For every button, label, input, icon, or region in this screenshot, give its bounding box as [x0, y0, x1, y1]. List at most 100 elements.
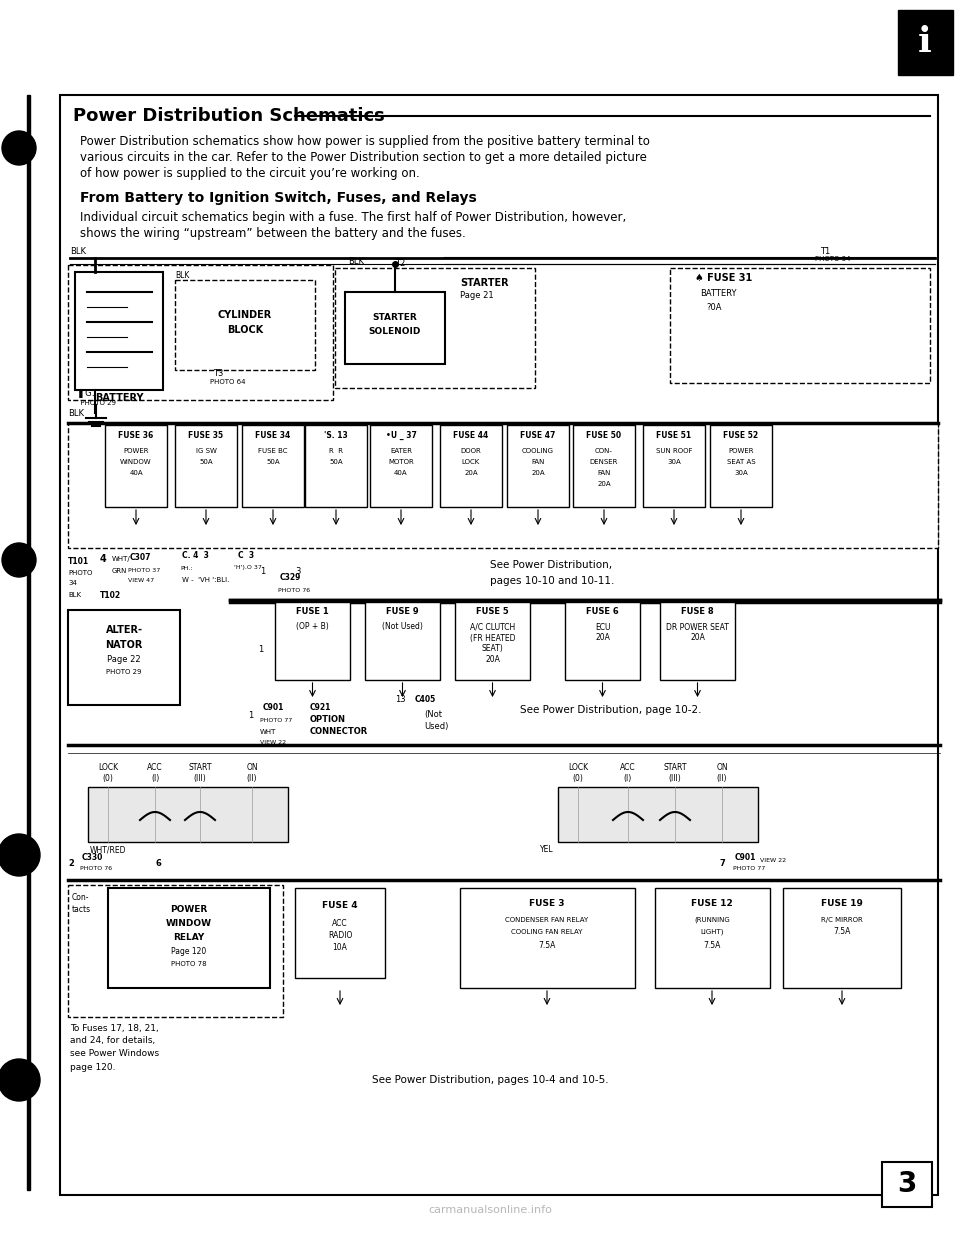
Text: 20A: 20A — [465, 469, 478, 476]
Text: VIEW 22: VIEW 22 — [260, 740, 286, 745]
Bar — [655, 888, 770, 987]
Text: ACC: ACC — [332, 919, 348, 929]
Text: various circuits in the car. Refer to the Power Distribution section to get a mo: various circuits in the car. Refer to th… — [80, 152, 647, 164]
Text: of how power is supplied to the circuit you’re working on.: of how power is supplied to the circuit … — [80, 168, 420, 180]
Text: BATTERY: BATTERY — [700, 289, 736, 298]
Text: tacts: tacts — [72, 904, 91, 914]
Text: 20A: 20A — [597, 481, 611, 487]
Text: 1: 1 — [258, 646, 263, 655]
Bar — [175, 279, 315, 370]
Text: BLOCK: BLOCK — [227, 325, 263, 335]
Text: T102: T102 — [100, 591, 121, 600]
Text: DENSER: DENSER — [589, 460, 618, 465]
Text: C901: C901 — [263, 703, 284, 713]
Text: LIGHT): LIGHT) — [700, 929, 724, 935]
Bar — [305, 425, 367, 507]
Text: 7.5A: 7.5A — [833, 928, 851, 936]
Circle shape — [0, 1059, 40, 1100]
Text: see Power Windows: see Power Windows — [70, 1049, 159, 1058]
Bar — [565, 602, 640, 681]
Text: ON: ON — [716, 763, 728, 771]
Text: LOCK: LOCK — [568, 763, 588, 771]
Bar — [710, 425, 772, 507]
Text: NATOR: NATOR — [106, 640, 143, 650]
Text: PHOTO 76: PHOTO 76 — [278, 587, 310, 592]
Text: FUSE 44: FUSE 44 — [453, 431, 489, 440]
Text: C901: C901 — [735, 852, 756, 862]
Bar — [105, 425, 167, 507]
Text: To Fuses 17, 18, 21,: To Fuses 17, 18, 21, — [70, 1023, 158, 1032]
Text: T2: T2 — [395, 258, 405, 267]
Bar — [230, 600, 940, 602]
Text: OPTION: OPTION — [310, 715, 346, 724]
Text: FUSE 51: FUSE 51 — [657, 431, 691, 440]
Bar — [882, 1163, 932, 1207]
Text: PHOTO 37: PHOTO 37 — [128, 568, 160, 573]
Text: CONDENSER FAN RELAY: CONDENSER FAN RELAY — [505, 917, 588, 923]
Text: Page 120: Page 120 — [172, 948, 206, 956]
Text: R  R: R R — [329, 448, 343, 455]
Text: (RUNNING: (RUNNING — [694, 917, 730, 923]
Text: 4: 4 — [100, 554, 107, 564]
Text: PHOTO 34: PHOTO 34 — [815, 256, 851, 262]
Bar — [108, 888, 270, 987]
Text: i: i — [918, 25, 932, 60]
Bar — [345, 292, 445, 364]
Text: 30A: 30A — [667, 460, 681, 465]
Text: Page 22: Page 22 — [108, 656, 141, 664]
Text: COOLING FAN RELAY: COOLING FAN RELAY — [512, 929, 583, 935]
Text: ▐ G1: ▐ G1 — [76, 389, 97, 397]
Text: FUSE 8: FUSE 8 — [682, 607, 714, 616]
Text: FAN: FAN — [597, 469, 611, 476]
Text: ♠ FUSE 31: ♠ FUSE 31 — [695, 273, 753, 283]
Text: ?0A: ?0A — [706, 303, 722, 313]
Text: (0): (0) — [103, 774, 113, 782]
Text: pages 10-10 and 10-11.: pages 10-10 and 10-11. — [490, 576, 614, 586]
Text: ACC: ACC — [147, 763, 163, 771]
Text: 20A: 20A — [485, 656, 500, 664]
Text: (0): (0) — [572, 774, 584, 782]
Text: BLK: BLK — [348, 257, 364, 267]
Text: BATTERY: BATTERY — [95, 392, 143, 402]
Text: DOOR: DOOR — [461, 448, 481, 455]
Text: Power Distribution schematics show how power is supplied from the positive batte: Power Distribution schematics show how p… — [80, 135, 650, 149]
Text: PHOTO 77: PHOTO 77 — [733, 866, 765, 871]
Bar — [460, 888, 635, 987]
Text: 1: 1 — [248, 710, 253, 719]
Bar — [88, 787, 288, 842]
Text: 10A: 10A — [332, 944, 348, 953]
Bar — [335, 268, 535, 388]
Text: page 120.: page 120. — [70, 1062, 115, 1072]
Text: (III): (III) — [194, 774, 206, 782]
Text: carmanualsonline.info: carmanualsonline.info — [428, 1205, 552, 1215]
Text: FUSE 34: FUSE 34 — [255, 431, 291, 440]
Text: SEAT): SEAT) — [482, 645, 503, 653]
Text: BLK: BLK — [70, 246, 86, 256]
Text: POWER: POWER — [729, 448, 754, 455]
Text: START: START — [663, 763, 686, 771]
Text: STARTER: STARTER — [460, 278, 509, 288]
Text: WINDOW: WINDOW — [120, 460, 152, 465]
Text: 6: 6 — [155, 858, 161, 867]
Text: C405: C405 — [415, 696, 436, 704]
Text: START: START — [188, 763, 212, 771]
Bar — [507, 425, 569, 507]
Bar — [660, 602, 735, 681]
Text: Con-: Con- — [72, 893, 89, 903]
Text: From Battery to Ignition Switch, Fuses, and Relays: From Battery to Ignition Switch, Fuses, … — [80, 191, 477, 205]
Text: LOCK: LOCK — [462, 460, 480, 465]
Text: 'H').O 37: 'H').O 37 — [234, 565, 262, 570]
Text: FUSE 9: FUSE 9 — [386, 607, 419, 616]
Text: WHT/RED: WHT/RED — [90, 846, 127, 854]
Text: FUSE 12: FUSE 12 — [691, 899, 732, 908]
Text: (II): (II) — [717, 774, 728, 782]
Text: SUN ROOF: SUN ROOF — [656, 448, 692, 455]
Text: 30A: 30A — [734, 469, 748, 476]
Bar — [242, 425, 304, 507]
Bar — [558, 787, 758, 842]
Text: FUSE 3: FUSE 3 — [529, 899, 564, 908]
Text: 50A: 50A — [266, 460, 279, 465]
Text: 20A: 20A — [531, 469, 545, 476]
Text: PHOTO 78: PHOTO 78 — [171, 961, 206, 968]
Text: ON: ON — [246, 763, 258, 771]
